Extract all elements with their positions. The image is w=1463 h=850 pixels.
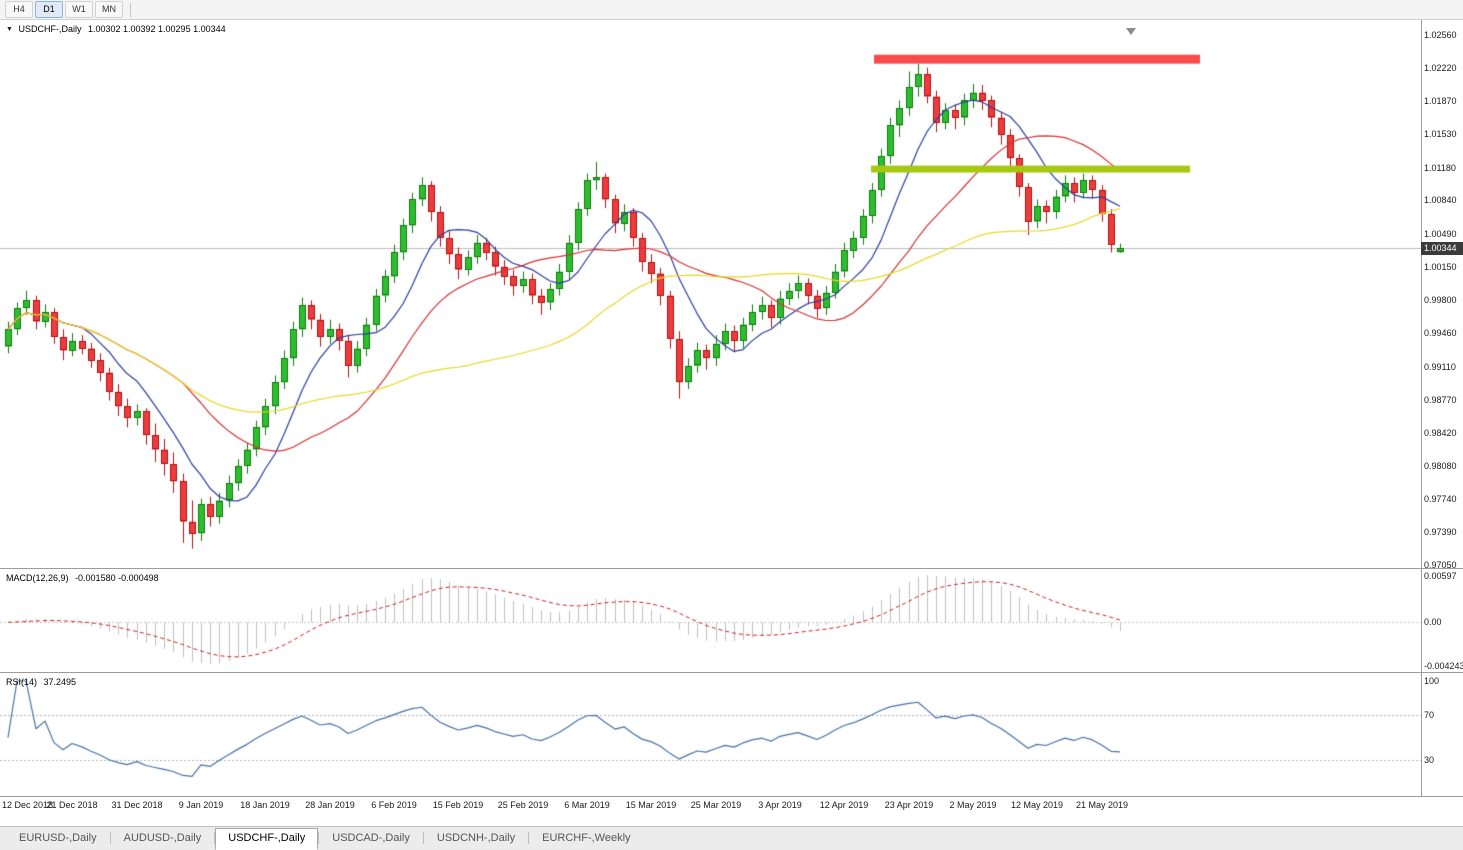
time-axis-label: 12 May 2019 <box>1010 800 1064 810</box>
price-axis-label: 1.00840 <box>1424 195 1457 205</box>
tab-separator <box>318 832 320 844</box>
chart-symbol-period: USDCHF-,Daily <box>18 24 82 34</box>
panel-splitter[interactable] <box>0 796 1463 797</box>
panel-splitter[interactable] <box>0 568 1463 569</box>
chart-shift-marker[interactable] <box>1126 28 1136 35</box>
timeframe-toolbar: H4 D1 W1 MN <box>0 0 1463 20</box>
macd-values: -0.001580 -0.000498 <box>75 573 159 583</box>
macd-panel-canvas[interactable] <box>0 569 1421 672</box>
panel-splitter[interactable] <box>0 672 1463 673</box>
price-axis-label: 0.97390 <box>1424 527 1457 537</box>
chart-tab-usdchf-daily[interactable]: USDCHF-,Daily <box>215 828 319 850</box>
price-axis-label: 1.01180 <box>1424 163 1456 173</box>
time-axis-label: 28 Jan 2019 <box>305 800 355 810</box>
time-axis-label: 12 Dec 2018 <box>2 800 54 810</box>
price-axis-label: 1.00490 <box>1424 229 1457 239</box>
time-axis-label: 6 Mar 2019 <box>564 800 610 810</box>
time-axis-label: 18 Jan 2019 <box>240 800 290 810</box>
chart-tab-audusd-daily[interactable]: AUDUSD-,Daily <box>123 832 202 844</box>
chart-ohlc-values: 1.00302 1.00392 1.00295 1.00344 <box>87 24 226 34</box>
chart-tabbar: EURUSD-,Daily AUDUSD-,Daily USDCHF-,Daily U… <box>0 826 1463 850</box>
tab-separator <box>528 832 530 844</box>
rsi-panel-canvas[interactable] <box>0 673 1421 796</box>
timeframe-button-mn[interactable]: MN <box>95 1 123 18</box>
chart-title: ▼ USDCHF-,Daily 1.00302 1.00392 1.00295 … <box>6 24 226 34</box>
tab-separator <box>422 832 424 844</box>
price-axis-label: 0.98080 <box>1424 461 1457 471</box>
main-chart-canvas[interactable] <box>0 20 1421 568</box>
time-axis-label: 15 Mar 2019 <box>625 800 677 810</box>
chart-tab-usdcnh-daily[interactable]: USDCNH-,Daily <box>436 832 516 844</box>
time-axis-label: 2 May 2019 <box>949 800 997 810</box>
price-axis-label: 0.98770 <box>1424 395 1457 405</box>
timeframe-button-h4[interactable]: H4 <box>5 1 33 18</box>
price-axis-label: 1.01870 <box>1424 96 1457 106</box>
rsi-value: 37.2495 <box>43 677 77 687</box>
timeframe-button-d1[interactable]: D1 <box>35 1 63 18</box>
macd-axis-label: 0.00 <box>1424 617 1442 627</box>
chart-dropdown-icon[interactable]: ▼ <box>6 26 13 33</box>
rsi-axis-label: 70 <box>1424 710 1435 720</box>
chart-tab-usdcad-daily[interactable]: USDCAD-,Daily <box>332 832 410 844</box>
chart-tab-eurusd-daily[interactable]: EURUSD-,Daily <box>19 832 97 844</box>
time-axis-label: 25 Feb 2019 <box>497 800 549 810</box>
price-axis-label: 0.99800 <box>1424 295 1457 305</box>
price-axis-divider <box>1421 20 1422 797</box>
rsi-axis-label: 30 <box>1424 755 1435 765</box>
chart-window: ▼ USDCHF-,Daily 1.00302 1.00392 1.00295 … <box>0 20 1463 826</box>
price-axis-label: 1.02220 <box>1424 63 1457 73</box>
toolbar-separator <box>130 2 131 17</box>
price-axis-label: 1.00150 <box>1424 262 1457 272</box>
rsi-name: RSI(14) <box>6 677 38 687</box>
time-axis-label: 23 Apr 2019 <box>884 800 934 810</box>
rsi-indicator-label: RSI(14) 37.2495 <box>6 677 76 687</box>
time-axis-label: 25 Mar 2019 <box>690 800 742 810</box>
current-price-badge: 1.00344 <box>1421 242 1463 255</box>
rsi-axis-label: 100 <box>1424 676 1440 686</box>
tab-separator <box>109 832 111 844</box>
price-axis-label: 0.99460 <box>1424 328 1457 338</box>
price-axis-label: 0.97740 <box>1424 494 1457 504</box>
price-axis-label: 1.02560 <box>1424 30 1457 40</box>
tab-separator <box>214 832 216 844</box>
macd-indicator-label: MACD(12,26,9) -0.001580 -0.000498 <box>6 573 159 583</box>
macd-axis-label: -0.004243 <box>1424 661 1463 671</box>
macd-name: MACD(12,26,9) <box>6 573 69 583</box>
time-axis-label: 9 Jan 2019 <box>178 800 224 810</box>
time-axis-label: 21 Dec 2018 <box>46 800 98 810</box>
time-axis-label: 15 Feb 2019 <box>432 800 484 810</box>
time-axis-label: 31 Dec 2018 <box>111 800 163 810</box>
chart-tab-eurchf-weekly[interactable]: EURCHF-,Weekly <box>542 832 631 844</box>
price-axis-label: 0.99110 <box>1424 362 1456 372</box>
time-axis-label: 6 Feb 2019 <box>371 800 417 810</box>
time-axis-label: 3 Apr 2019 <box>758 800 802 810</box>
timeframe-button-w1[interactable]: W1 <box>65 1 93 18</box>
price-axis-label: 0.98420 <box>1424 428 1457 438</box>
price-axis-label: 1.01530 <box>1424 129 1457 139</box>
price-axis-label: 0.97050 <box>1424 560 1457 570</box>
time-axis-label: 21 May 2019 <box>1075 800 1129 810</box>
macd-axis-label: 0.00597 <box>1424 571 1457 581</box>
time-axis-label: 12 Apr 2019 <box>819 800 869 810</box>
